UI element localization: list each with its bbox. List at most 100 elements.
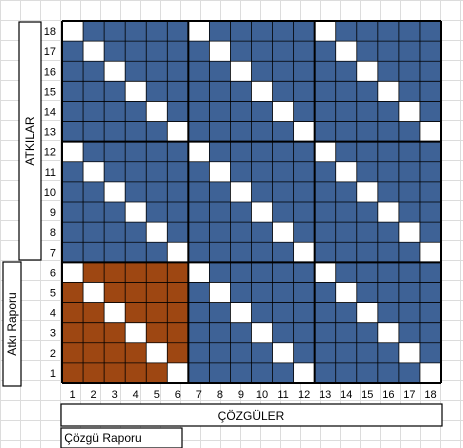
weave-cell bbox=[251, 322, 273, 343]
weave-cell bbox=[104, 342, 126, 363]
weave-cell bbox=[209, 81, 231, 102]
weave-cell bbox=[167, 302, 189, 323]
weave-cell bbox=[398, 242, 420, 263]
weave-cell bbox=[419, 362, 441, 383]
weave-cell bbox=[251, 181, 273, 202]
weave-cell bbox=[419, 262, 441, 283]
weave-cell bbox=[62, 202, 84, 223]
weave-cell bbox=[251, 121, 273, 142]
weave-cell bbox=[230, 242, 252, 263]
weave-cell bbox=[62, 322, 84, 343]
weave-cell bbox=[167, 81, 189, 102]
row-number: 15 bbox=[44, 86, 56, 98]
weave-cell bbox=[356, 41, 378, 62]
weave-cell bbox=[251, 101, 273, 122]
weave-cell bbox=[104, 101, 126, 122]
weave-cell bbox=[356, 302, 378, 323]
weave-cell bbox=[293, 242, 315, 263]
weave-cell bbox=[272, 21, 294, 42]
weave-cell bbox=[335, 21, 357, 42]
weave-cell bbox=[356, 282, 378, 303]
weave-cell bbox=[272, 342, 294, 363]
weave-cell bbox=[62, 21, 84, 42]
weave-cell bbox=[188, 21, 210, 42]
weave-cell bbox=[62, 121, 84, 142]
weave-cell bbox=[62, 362, 84, 383]
row-number: 4 bbox=[50, 308, 56, 320]
weave-cell bbox=[377, 141, 399, 162]
weave-cell bbox=[314, 202, 336, 223]
weave-cell bbox=[356, 342, 378, 363]
weave-cell bbox=[419, 302, 441, 323]
weave-cell bbox=[314, 262, 336, 283]
warps-axis-box bbox=[60, 403, 443, 427]
weave-cell bbox=[335, 342, 357, 363]
weave-cell bbox=[398, 61, 420, 82]
column-number: 16 bbox=[382, 389, 394, 401]
weave-cell bbox=[251, 41, 273, 62]
weave-cell bbox=[377, 282, 399, 303]
weave-cell bbox=[356, 81, 378, 102]
weave-cell bbox=[419, 61, 441, 82]
weave-cell bbox=[83, 101, 105, 122]
weave-cell bbox=[62, 302, 84, 323]
weave-cell bbox=[83, 41, 105, 62]
weave-cell bbox=[356, 362, 378, 383]
weave-cell bbox=[62, 242, 84, 263]
weave-cell bbox=[377, 21, 399, 42]
weave-cell bbox=[356, 101, 378, 122]
weave-cell bbox=[209, 161, 231, 182]
weave-cell bbox=[230, 61, 252, 82]
weave-cell bbox=[125, 61, 147, 82]
weave-cell bbox=[398, 322, 420, 343]
weave-cell bbox=[293, 41, 315, 62]
weave-cell bbox=[377, 101, 399, 122]
weave-cell bbox=[125, 141, 147, 162]
weave-cell bbox=[251, 362, 273, 383]
row-number: 2 bbox=[50, 348, 56, 360]
weave-cell bbox=[314, 322, 336, 343]
weave-cell bbox=[104, 61, 126, 82]
weave-cell bbox=[419, 121, 441, 142]
weave-cell bbox=[293, 161, 315, 182]
weave-cell bbox=[272, 181, 294, 202]
weave-cell bbox=[146, 161, 168, 182]
weave-cell bbox=[230, 141, 252, 162]
weave-cell bbox=[335, 202, 357, 223]
weave-cell bbox=[188, 161, 210, 182]
weave-cell bbox=[146, 121, 168, 142]
row-number: 8 bbox=[50, 227, 56, 239]
weave-cell bbox=[125, 81, 147, 102]
weave-cell bbox=[356, 242, 378, 263]
weave-cell bbox=[83, 222, 105, 243]
weave-cell bbox=[83, 282, 105, 303]
weave-cell bbox=[398, 222, 420, 243]
weave-cell bbox=[251, 282, 273, 303]
weave-cell bbox=[188, 81, 210, 102]
weave-cell bbox=[377, 81, 399, 102]
weave-cell bbox=[188, 322, 210, 343]
weave-cell bbox=[419, 342, 441, 363]
weave-cell bbox=[314, 302, 336, 323]
weave-cell bbox=[272, 61, 294, 82]
weave-cell bbox=[83, 161, 105, 182]
row-number: 1 bbox=[50, 368, 56, 380]
weave-cell bbox=[230, 302, 252, 323]
wefts-axis-box bbox=[18, 21, 42, 261]
weave-cell bbox=[293, 302, 315, 323]
weave-cell bbox=[398, 41, 420, 62]
weave-cell bbox=[398, 81, 420, 102]
weave-cell bbox=[335, 141, 357, 162]
weave-cell bbox=[335, 362, 357, 383]
weave-cell bbox=[83, 322, 105, 343]
weave-cell bbox=[230, 81, 252, 102]
weave-cell bbox=[167, 101, 189, 122]
weave-cell bbox=[314, 181, 336, 202]
weave-cell bbox=[377, 222, 399, 243]
weave-cell bbox=[146, 141, 168, 162]
weave-cell bbox=[83, 81, 105, 102]
weave-cell bbox=[356, 322, 378, 343]
weave-cell bbox=[314, 342, 336, 363]
weave-cell bbox=[146, 322, 168, 343]
